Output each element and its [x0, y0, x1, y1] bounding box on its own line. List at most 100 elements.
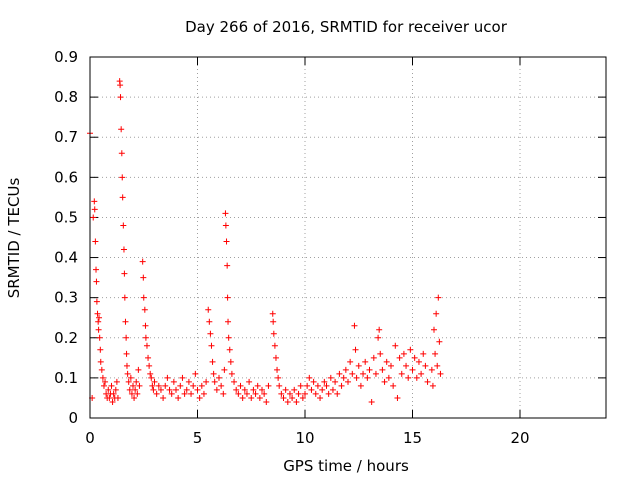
- data-point: [119, 194, 126, 201]
- data-point: [117, 94, 124, 101]
- data-point: [377, 350, 384, 357]
- data-point: [431, 326, 437, 333]
- data-point: [261, 390, 268, 397]
- y-tick-label: 0.7: [54, 128, 78, 146]
- data-point: [231, 378, 238, 385]
- data-point: [131, 394, 138, 401]
- data-point: [153, 390, 160, 397]
- y-tick-label: 0.3: [54, 289, 78, 307]
- data-point: [183, 386, 190, 393]
- data-point: [310, 378, 317, 385]
- y-tick-label: 0.8: [54, 88, 78, 106]
- data-point: [432, 350, 439, 357]
- data-point: [140, 274, 147, 281]
- y-tick-label: 0: [68, 409, 78, 427]
- data-point: [270, 318, 277, 325]
- data-point: [210, 370, 217, 377]
- data-point: [284, 398, 291, 405]
- data-point: [194, 386, 201, 393]
- data-point: [274, 366, 281, 373]
- data-point: [105, 386, 112, 393]
- data-point: [168, 390, 175, 397]
- data-point: [102, 378, 109, 385]
- data-point: [110, 390, 117, 397]
- data-point: [133, 378, 140, 385]
- data-point: [282, 386, 289, 393]
- data-point: [345, 378, 351, 385]
- data-point: [173, 386, 179, 393]
- data-point: [317, 394, 324, 401]
- data-point: [394, 394, 401, 401]
- data-point: [160, 394, 167, 401]
- data-point: [121, 294, 128, 301]
- data-point: [336, 370, 343, 377]
- data-point: [433, 310, 440, 317]
- data-point: [124, 370, 131, 377]
- data-point: [130, 382, 136, 389]
- data-point: [413, 374, 420, 381]
- data-point: [108, 382, 115, 389]
- data-point: [96, 334, 103, 341]
- data-point: [222, 210, 229, 217]
- data-point: [418, 370, 425, 377]
- data-point: [95, 326, 102, 333]
- data-point: [136, 382, 143, 389]
- data-point: [162, 382, 169, 389]
- data-point: [109, 398, 116, 405]
- data-point: [95, 318, 102, 325]
- data-point: [241, 386, 248, 393]
- data-point: [221, 366, 228, 373]
- data-point: [227, 358, 234, 365]
- data-point: [155, 382, 162, 389]
- data-point: [207, 330, 214, 337]
- data-point: [272, 354, 279, 361]
- plot-frame: [89, 56, 607, 419]
- data-point: [192, 370, 199, 377]
- data-point: [420, 350, 427, 357]
- data-point: [118, 150, 125, 157]
- data-point: [126, 386, 133, 393]
- data-point: [128, 390, 135, 397]
- data-point: [233, 386, 240, 393]
- data-point: [132, 386, 139, 393]
- data-point: [424, 378, 431, 385]
- data-point: [228, 370, 235, 377]
- data-point: [357, 382, 364, 389]
- data-point: [226, 346, 233, 353]
- data-point: [97, 358, 104, 365]
- data-point: [135, 366, 142, 373]
- data-point: [278, 390, 285, 397]
- data-point: [353, 374, 360, 381]
- data-point: [297, 382, 304, 389]
- data-point: [222, 222, 229, 229]
- data-point: [123, 334, 130, 341]
- data-point: [409, 366, 416, 373]
- data-point: [179, 374, 186, 381]
- data-point: [225, 318, 232, 325]
- y-tick-label: 0.2: [54, 329, 78, 347]
- data-point: [269, 310, 276, 317]
- data-point: [302, 390, 308, 397]
- data-point: [123, 362, 130, 369]
- data-point: [270, 330, 277, 337]
- data-point: [143, 342, 150, 349]
- data-point: [398, 370, 405, 377]
- data-point: [385, 374, 392, 381]
- y-tick-label: 0.9: [54, 48, 78, 66]
- data-point: [223, 238, 230, 245]
- data-point: [323, 382, 330, 389]
- data-point: [149, 382, 156, 389]
- data-point: [188, 390, 195, 397]
- y-tick-label: 0.5: [54, 208, 78, 226]
- data-point: [112, 386, 119, 393]
- data-point: [375, 334, 382, 341]
- data-point: [295, 390, 302, 397]
- data-point: [205, 306, 212, 313]
- data-point: [120, 246, 127, 253]
- data-point: [436, 338, 443, 345]
- data-point: [355, 362, 362, 369]
- x-tick-label: 0: [85, 429, 95, 447]
- data-point: [428, 366, 435, 373]
- data-point: [319, 386, 326, 393]
